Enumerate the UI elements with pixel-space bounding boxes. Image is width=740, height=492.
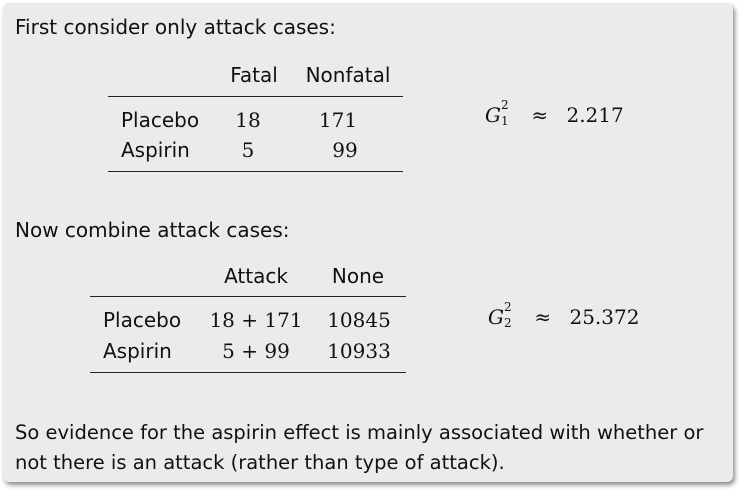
row-label-aspirin: Aspirin	[103, 339, 172, 363]
g-symbol: G	[485, 103, 501, 127]
superscript: 2	[503, 300, 512, 314]
conclusion-line-1: So evidence for the aspirin effect is ma…	[15, 421, 704, 444]
approx-symbol: ≈	[531, 103, 549, 127]
g-value: 2.217	[566, 103, 624, 127]
cell-aspirin-fatal: 5	[241, 138, 255, 162]
cell-aspirin-nonfatal: 99	[332, 138, 358, 162]
col-header-nonfatal: Nonfatal	[305, 63, 391, 87]
row-label-placebo: Placebo	[121, 108, 200, 132]
row-label-aspirin: Aspirin	[121, 138, 190, 162]
cell-aspirin-none: 10933	[327, 339, 391, 363]
intro-text-1: First consider only attack cases:	[15, 15, 336, 39]
cell-placebo-fatal: 18	[235, 108, 261, 132]
cell-placebo-nonfatal: 171	[318, 108, 358, 132]
row-label-placebo: Placebo	[103, 308, 182, 332]
intro-text-2: Now combine attack cases:	[15, 218, 290, 242]
table-top-rule	[108, 96, 403, 97]
table-bottom-rule	[108, 171, 403, 172]
slide-block: First consider only attack cases: Fatal …	[3, 3, 733, 482]
col-header-none: None	[331, 264, 385, 288]
table-top-rule	[90, 296, 406, 297]
g-symbol: G	[488, 305, 504, 329]
col-header-fatal: Fatal	[230, 63, 278, 87]
superscript: 2	[500, 98, 509, 112]
cell-placebo-attack: 18 + 171	[209, 308, 303, 332]
approx-symbol: ≈	[534, 305, 552, 329]
cell-placebo-none: 10845	[327, 308, 391, 332]
col-header-attack: Attack	[224, 264, 288, 288]
subscript: 1	[500, 114, 509, 128]
cell-aspirin-attack: 5 + 99	[222, 339, 290, 363]
subscript: 2	[503, 316, 512, 330]
conclusion-line-2: not there is an attack (rather than type…	[15, 451, 505, 474]
table-bottom-rule	[90, 372, 406, 373]
g-value: 25.372	[569, 305, 640, 329]
